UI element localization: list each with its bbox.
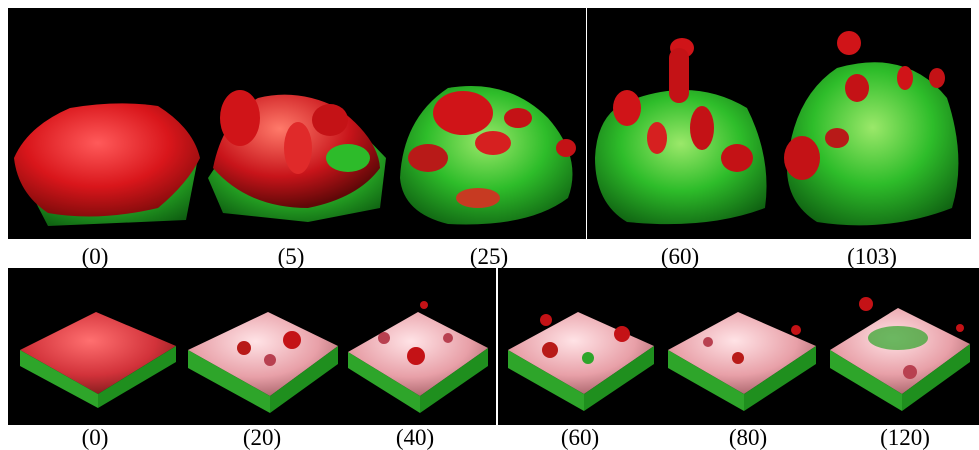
surface-rendering-b0 — [20, 312, 176, 408]
top-left-panel — [8, 8, 586, 239]
surface-rendering-b80 — [668, 312, 816, 411]
caption-bottom-40: (40) — [395, 425, 435, 450]
surface-rendering-25 — [400, 86, 576, 225]
caption-top-5: (5) — [277, 244, 305, 269]
bottom-right-panel — [498, 268, 979, 425]
surface-rendering-0 — [14, 103, 200, 226]
caption-bottom-20: (20) — [242, 425, 282, 450]
top-right-panel — [587, 8, 971, 239]
caption-bottom-60: (60) — [560, 425, 600, 450]
surface-rendering-60 — [595, 38, 767, 225]
caption-top-25: (25) — [469, 244, 509, 269]
bottom-left-renderings — [20, 301, 488, 413]
top-left-renderings — [14, 86, 576, 226]
surface-rendering-b20 — [188, 312, 338, 413]
surface-rendering-b40 — [348, 301, 488, 413]
caption-top-60: (60) — [660, 244, 700, 269]
caption-bottom-0: (0) — [81, 425, 109, 450]
surface-rendering-b60 — [508, 312, 654, 411]
top-right-renderings — [595, 31, 959, 226]
caption-top-103: (103) — [847, 244, 897, 269]
surface-rendering-5 — [208, 90, 386, 222]
bottom-left-panel — [8, 268, 496, 425]
caption-top-0: (0) — [81, 244, 109, 269]
caption-bottom-120: (120) — [880, 425, 930, 450]
caption-bottom-80: (80) — [728, 425, 768, 450]
surface-rendering-103 — [784, 31, 959, 226]
surface-rendering-b120 — [830, 297, 970, 411]
bottom-right-renderings — [508, 297, 970, 411]
